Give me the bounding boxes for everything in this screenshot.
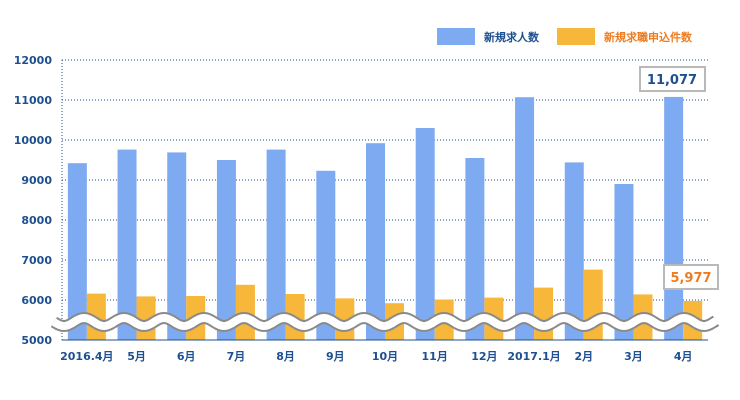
legend-swatch-series-2 <box>557 28 595 45</box>
y-axis: 12000 11000 10000 9000 8000 7000 6000 5000 <box>14 54 63 347</box>
bar-series-1 <box>117 149 137 340</box>
callout-box-applications <box>663 264 719 290</box>
bars <box>67 96 703 340</box>
callout-value-recruits: 11,077 <box>647 73 697 88</box>
bar-series-2 <box>534 287 554 340</box>
legend-label-series-2: 新規求職申込件数 <box>604 30 693 44</box>
bar-series-1 <box>564 162 584 340</box>
bar-series-1 <box>266 149 286 340</box>
x-tick-label: 11月 <box>422 350 448 363</box>
legend: 新規求人数 新規求職申込件数 <box>437 28 693 45</box>
x-tick-label: 12月 <box>471 350 497 363</box>
y-tick-label: 8000 <box>21 214 52 227</box>
y-tick-label: 7000 <box>21 254 52 267</box>
x-tick-label: 5月 <box>127 350 146 363</box>
bar-series-1 <box>465 158 485 340</box>
bar-series-1 <box>366 143 385 340</box>
bar-series-1 <box>167 152 187 340</box>
bar-series-1 <box>216 160 236 340</box>
y-tick-label: 5000 <box>21 334 52 347</box>
y-tick-label: 10000 <box>14 134 53 147</box>
axis-break-band <box>51 313 719 331</box>
bar-series-1 <box>316 170 336 340</box>
y-tick-label: 12000 <box>14 54 53 67</box>
x-tick-label: 2016.4月 <box>60 350 113 363</box>
legend-swatch-series-1 <box>437 28 475 45</box>
legend-label-series-1: 新規求人数 <box>484 30 540 44</box>
bar-series-1 <box>415 128 435 340</box>
x-tick-label: 3月 <box>624 350 643 363</box>
x-tick-label: 9月 <box>326 350 345 363</box>
y-tick-label: 11000 <box>14 94 53 107</box>
axis-break <box>50 311 720 333</box>
x-tick-label: 6月 <box>177 350 196 363</box>
bar-series-1 <box>614 184 634 340</box>
x-tick-label: 4月 <box>674 350 693 363</box>
y-tick-label: 6000 <box>21 294 52 307</box>
bar-series-1 <box>664 96 684 340</box>
bar-series-1 <box>67 163 87 340</box>
x-tick-label: 8月 <box>276 350 295 363</box>
x-axis: 2016.4月 5月 6月 7月 8月 9月 10月 11月 12月 2017.1月 2月 3月 4月 <box>60 339 708 363</box>
x-tick-label: 2月 <box>574 350 593 363</box>
x-tick-label: 10月 <box>372 350 398 363</box>
x-tick-label: 2017.1月 <box>507 350 560 363</box>
callout-value-applications: 5,977 <box>670 271 711 286</box>
y-tick-label: 9000 <box>21 174 52 187</box>
x-tick-label: 7月 <box>227 350 246 363</box>
bar-series-1 <box>515 97 535 340</box>
callout-box-recruits <box>639 66 706 92</box>
callouts: 11,077 5,977 <box>639 66 719 290</box>
